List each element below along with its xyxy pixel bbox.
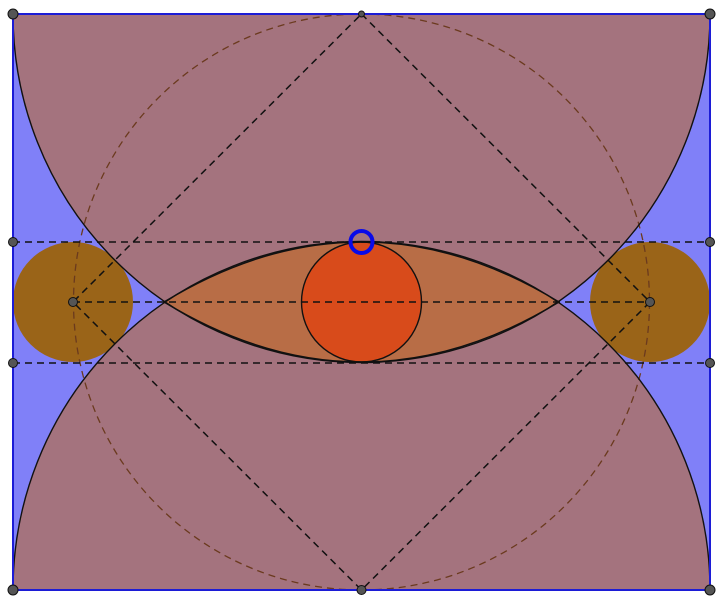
vertex-point[interactable] [7, 8, 19, 20]
center-point[interactable] [645, 297, 655, 307]
edge-point[interactable] [705, 358, 715, 368]
lens-outline [162, 241, 561, 363]
upper-semicircle-region [13, 14, 710, 363]
vertex-point[interactable] [7, 584, 19, 596]
lower-semicircle-region [13, 241, 710, 590]
center-point[interactable] [68, 297, 78, 307]
selected-point-ring[interactable] [348, 229, 375, 255]
edge-point[interactable] [8, 358, 18, 368]
edge-point[interactable] [705, 237, 715, 247]
edge-point[interactable] [356, 585, 367, 595]
rhombus [71, 12, 652, 592]
edge-point[interactable] [358, 10, 365, 18]
vertex-point[interactable] [704, 584, 716, 596]
vertex-point[interactable] [704, 8, 716, 20]
edge-point[interactable] [8, 237, 18, 247]
inner-circle-outline [300, 241, 423, 363]
